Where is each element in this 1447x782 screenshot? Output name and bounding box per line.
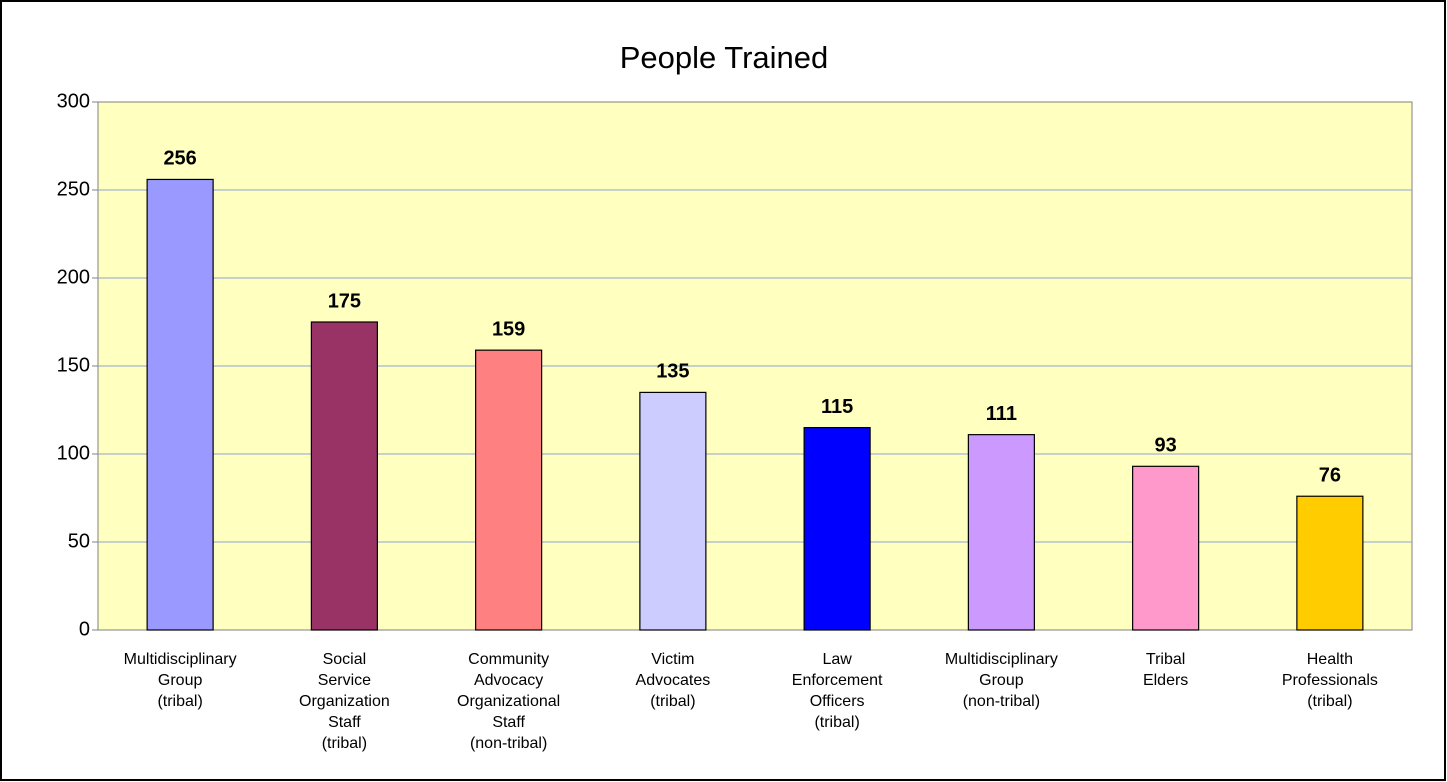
- data-label: 256: [163, 148, 196, 170]
- y-tick-label: 0: [79, 618, 90, 640]
- y-tick-label: 300: [57, 90, 90, 112]
- x-tick-label: Community Advocacy Organizational Staff (non…: [457, 651, 560, 752]
- data-label: 135: [656, 361, 689, 383]
- x-tick-label: Victim Advocates (tribal): [636, 651, 711, 710]
- data-label: 93: [1155, 435, 1177, 457]
- y-tick-label: 200: [57, 266, 90, 288]
- x-tick-label: Social Service Organization Staff (tribal): [299, 651, 390, 752]
- x-tick-label: Tribal Elders: [1143, 651, 1188, 689]
- x-tick-label: Multidisciplinary Group (tribal): [124, 651, 237, 710]
- data-label: 76: [1319, 465, 1341, 487]
- x-tick-label: Multidisciplinary Group (non-tribal): [945, 651, 1058, 710]
- bar: [1296, 495, 1364, 631]
- bar: [1132, 465, 1200, 631]
- bar: [475, 349, 543, 631]
- chart-title: People Trained: [620, 40, 829, 75]
- bar: [803, 427, 871, 631]
- y-tick-label: 50: [68, 530, 90, 552]
- bar: [310, 321, 378, 631]
- bar: [146, 178, 214, 631]
- data-label: 111: [986, 403, 1017, 425]
- x-tick-label: Health Professionals (tribal): [1282, 651, 1378, 710]
- bar: [639, 391, 707, 631]
- y-tick-label: 250: [57, 178, 90, 200]
- data-label: 115: [821, 396, 853, 418]
- data-label: 175: [328, 290, 361, 312]
- data-label: 159: [492, 318, 525, 340]
- y-tick-label: 100: [57, 442, 90, 464]
- y-tick-label: 150: [57, 354, 90, 376]
- bar: [967, 434, 1035, 631]
- x-tick-label: Law Enforcement Officers (tribal): [792, 651, 883, 731]
